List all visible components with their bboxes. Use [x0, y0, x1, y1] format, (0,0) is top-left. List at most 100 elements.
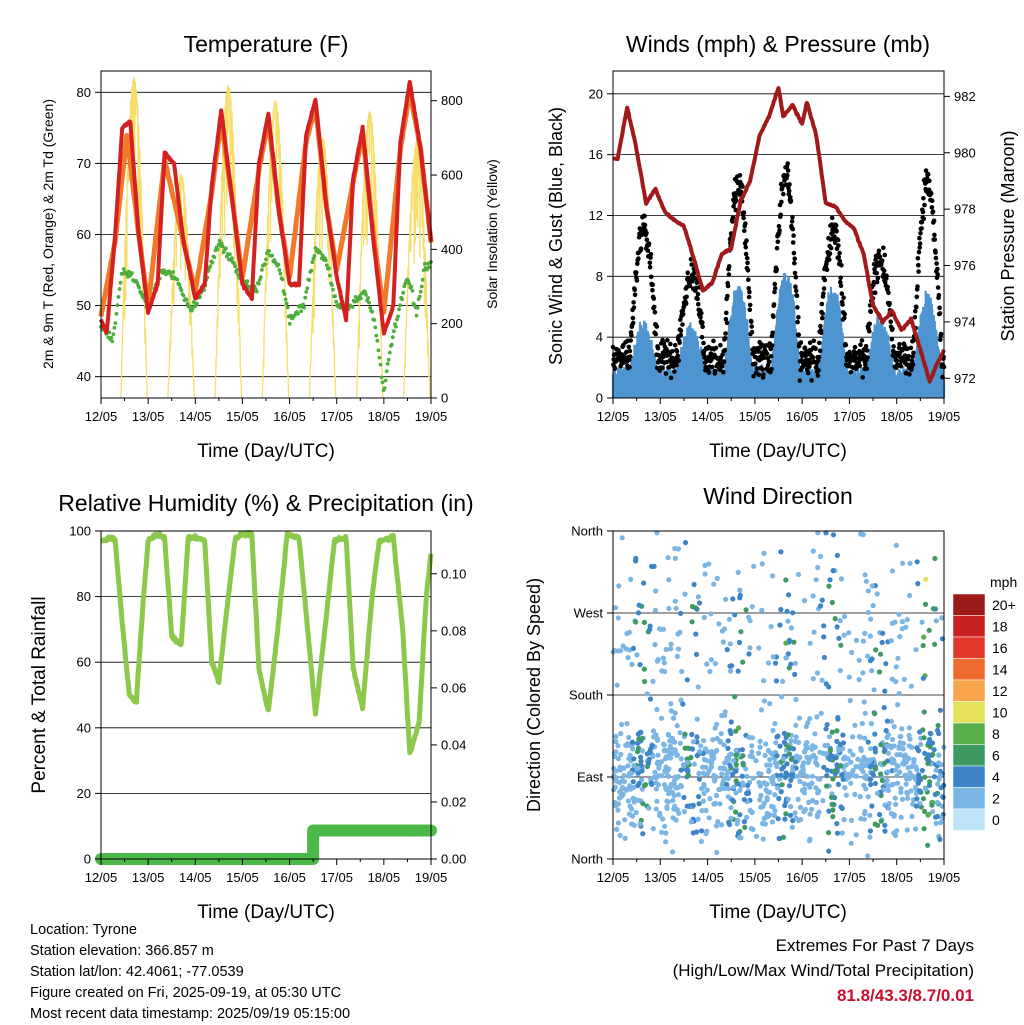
direction-point: [788, 661, 794, 667]
direction-point: [914, 796, 920, 802]
direction-point: [826, 848, 832, 854]
gust-point: [711, 338, 716, 344]
direction-point: [899, 619, 906, 625]
legend-label: 12: [992, 683, 1008, 699]
direction-point: [672, 555, 679, 562]
direction-point: [848, 817, 855, 824]
direction-point: [893, 679, 899, 685]
gust-point: [696, 302, 701, 307]
gust-point: [712, 368, 718, 374]
gust-point: [718, 342, 723, 348]
gust-point: [857, 363, 863, 369]
gust-point: [806, 370, 811, 376]
gust-point: [786, 188, 792, 194]
direction-point: [842, 754, 848, 760]
dewpoint-point: [331, 287, 335, 292]
gust-point: [937, 305, 942, 311]
direction-point: [739, 773, 745, 779]
direction-point: [682, 540, 689, 546]
gust-point: [935, 266, 940, 272]
direction-point: [744, 790, 750, 797]
direction-point: [613, 739, 619, 745]
gust-point: [824, 267, 830, 273]
x-tick-label: 12/05: [85, 409, 118, 424]
direction-point: [840, 740, 847, 746]
direction-point: [861, 774, 867, 780]
direction-point: [813, 755, 819, 761]
gust-point: [660, 365, 665, 371]
direction-point: [824, 722, 830, 728]
gust-point: [713, 345, 719, 351]
direction-point: [903, 781, 909, 787]
dewpoint-point: [318, 251, 323, 255]
direction-point: [713, 774, 719, 780]
legend-swatch: [952, 722, 986, 745]
direction-point: [635, 610, 642, 616]
direction-point: [868, 746, 874, 752]
direction-point: [694, 716, 700, 722]
direction-point: [647, 696, 654, 702]
direction-point: [788, 625, 795, 631]
dewpoint-point: [387, 350, 392, 355]
direction-point: [921, 634, 927, 640]
gust-point: [795, 319, 800, 325]
direction-point: [650, 728, 657, 734]
direction-point: [665, 731, 672, 737]
direction-point: [872, 780, 879, 787]
direction-xlabel: Time (Day/UTC): [709, 902, 847, 923]
direction-point: [867, 658, 874, 664]
gust-point: [668, 375, 674, 381]
direction-point: [867, 828, 874, 834]
direction-point: [927, 736, 933, 743]
dewpoint-point: [419, 284, 424, 289]
direction-point: [619, 535, 625, 541]
direction-point: [765, 660, 772, 666]
direction-point: [707, 668, 713, 675]
gust-point: [655, 345, 661, 351]
direction-point: [666, 577, 672, 583]
direction-point: [760, 803, 766, 810]
direction-point: [622, 817, 628, 823]
direction-point: [830, 814, 836, 820]
gust-point: [642, 213, 647, 219]
direction-point: [712, 660, 719, 667]
gust-point: [915, 284, 920, 289]
gust-point: [921, 216, 927, 221]
direction-point: [812, 731, 818, 737]
gust-point: [882, 252, 888, 258]
direction-point: [745, 782, 751, 789]
gust-point: [745, 260, 750, 266]
direction-point: [814, 762, 820, 768]
direction-point: [672, 598, 678, 604]
direction-point: [838, 642, 844, 648]
gust-point: [777, 228, 782, 233]
gust-point: [652, 310, 658, 315]
legend-swatch: [952, 658, 986, 681]
temperature-xlabel: Time (Day/UTC): [197, 441, 335, 462]
direction-point: [901, 676, 908, 683]
direction-point: [694, 829, 700, 835]
direction-point: [858, 747, 864, 754]
x-tick-label: 15/05: [739, 409, 772, 424]
direction-point: [853, 637, 860, 644]
gust-point: [676, 358, 682, 363]
direction-point: [807, 811, 813, 817]
gust-point: [767, 359, 772, 365]
dewpoint-point: [420, 277, 425, 282]
dewpoint-point: [323, 258, 328, 263]
direction-point: [675, 631, 681, 637]
gust-point: [644, 237, 650, 242]
direction-point: [809, 773, 816, 779]
dewpoint-point: [264, 257, 268, 262]
direction-point: [815, 789, 821, 795]
direction-point: [770, 727, 776, 734]
direction-point: [899, 796, 906, 802]
y-tick-label: 8: [596, 269, 603, 284]
direction-point: [772, 660, 779, 666]
direction-point: [790, 610, 796, 616]
direction-point: [790, 767, 796, 773]
extremes-values: 81.8/43.3/8.7/0.01: [836, 986, 974, 1005]
direction-point: [710, 752, 717, 758]
dewpoint-point: [267, 249, 271, 254]
